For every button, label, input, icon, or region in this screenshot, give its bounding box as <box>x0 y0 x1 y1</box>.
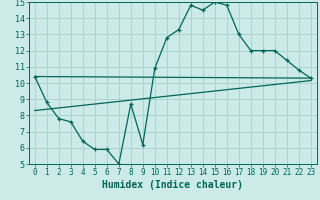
X-axis label: Humidex (Indice chaleur): Humidex (Indice chaleur) <box>102 180 243 190</box>
